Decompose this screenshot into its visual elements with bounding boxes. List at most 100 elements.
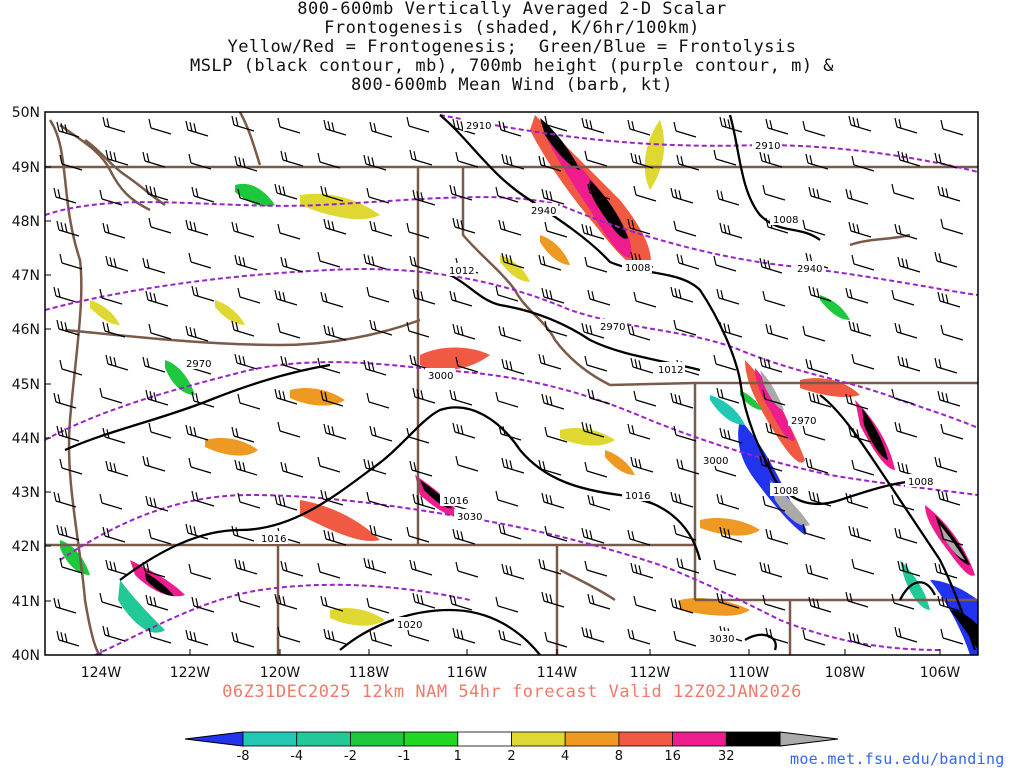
wind-barb (56, 220, 80, 237)
wind-barb (363, 253, 387, 270)
wind-barb (320, 390, 344, 407)
wind-barb (277, 421, 301, 438)
wind-barb (891, 593, 915, 610)
wind-barb (105, 559, 129, 576)
wind-barb (56, 630, 80, 647)
wind-barb (412, 493, 436, 510)
wind-barb (449, 184, 473, 201)
wind-barb (274, 593, 298, 610)
wind-barb (274, 289, 298, 306)
wind-barb (851, 459, 875, 476)
wind-barb (105, 149, 129, 166)
svg-text:3000: 3000 (703, 456, 728, 467)
wind-barb (142, 356, 166, 373)
wind-barb (237, 492, 261, 509)
colorbar-labels: -8 -4 -2 -1 1 2 4 8 16 32 (237, 749, 735, 764)
wind-barb (848, 115, 872, 132)
wind-barb (185, 120, 209, 137)
wind-barb (670, 597, 694, 614)
wind-barb (765, 118, 789, 135)
wind-barb (323, 324, 347, 341)
wind-barb (934, 562, 958, 579)
wind-barb (676, 458, 700, 475)
plot-area: 1012 1008 1008 1012 1016 1016 1016 1020 … (45, 112, 978, 655)
wind-barb (765, 323, 789, 340)
wind-barb (237, 287, 261, 304)
mslp-label: 1008 (770, 483, 800, 497)
wind-barb (673, 425, 697, 442)
wind-barb (676, 253, 700, 270)
wind-barb (105, 255, 129, 272)
wind-barb (99, 493, 123, 510)
wind-barb (452, 528, 476, 545)
credit-url[interactable]: moe.met.fsu.edu/banding (790, 750, 1005, 768)
wind-barb (759, 356, 783, 373)
svg-text:1008: 1008 (908, 477, 933, 488)
wind-barb (541, 188, 565, 205)
wind-barb (59, 458, 83, 475)
wind-barb (633, 185, 657, 202)
wind-barb (99, 592, 123, 609)
wind-barb (148, 118, 172, 135)
wind-barb (544, 426, 568, 443)
colorbar-cell (457, 731, 512, 747)
wind-barb (409, 255, 433, 272)
wind-barb (59, 557, 83, 574)
wind-barb (584, 355, 608, 372)
wind-barb (802, 120, 826, 137)
wind-barb (713, 354, 737, 371)
wind-barb (363, 359, 387, 376)
wind-barb (719, 222, 743, 239)
wind-barb (670, 491, 694, 508)
wind-barb (53, 597, 77, 614)
wind-barb (148, 217, 172, 234)
wind-barb (234, 353, 258, 370)
lon-label: 106W (920, 665, 961, 681)
wind-barb (317, 152, 341, 169)
wind-barb (584, 461, 608, 478)
lat-label: 49N (12, 160, 40, 176)
wind-barb (455, 151, 479, 168)
longitude-axis: 124W 122W 120W 118W 116W 114W 112W 110W … (81, 649, 961, 681)
lon-ticks (100, 649, 941, 655)
height-label: 2940 (794, 261, 824, 275)
wind-barb (452, 323, 476, 340)
lon-label: 118W (349, 665, 390, 681)
svg-text:1012: 1012 (449, 266, 474, 277)
wind-barb (501, 563, 525, 580)
wind-barb (894, 626, 918, 643)
lon-label: 112W (630, 665, 671, 681)
wind-barb (495, 490, 519, 507)
wind-barb (102, 222, 126, 239)
wind-barb (716, 592, 740, 609)
wind-barb (805, 563, 829, 580)
wind-barb (455, 561, 479, 578)
lat-label: 47N (12, 268, 40, 284)
wind-barb (363, 458, 387, 475)
wind-barb (317, 357, 341, 374)
lake-outline (849, 233, 911, 247)
lat-label: 48N (12, 214, 40, 230)
lon-label: 116W (447, 665, 488, 681)
wind-barb (544, 115, 568, 132)
wind-barb (185, 523, 209, 540)
lon-label: 124W (81, 665, 122, 681)
wind-barb (891, 183, 915, 200)
lon-label: 110W (729, 665, 770, 681)
wind-barb (185, 219, 209, 236)
wind-barb (541, 287, 565, 304)
title-line-3: Yellow/Red = Frontogenesis; Green/Blue =… (227, 37, 797, 57)
wind-barb (501, 153, 525, 170)
lat-label: 41N (12, 594, 40, 610)
wind-barb (145, 495, 169, 512)
svg-text:2970: 2970 (600, 322, 625, 333)
colorbar-tick-label: 32 (718, 749, 735, 764)
wind-barb (188, 457, 212, 474)
wind-barb (891, 289, 915, 306)
contour-labels: 1012 1008 1008 1012 1016 1016 1016 1020 … (183, 118, 935, 645)
wind-barb (366, 597, 390, 614)
height-label: 2970 (597, 319, 627, 333)
wind-barb (940, 218, 964, 235)
wind-barb (845, 393, 869, 410)
